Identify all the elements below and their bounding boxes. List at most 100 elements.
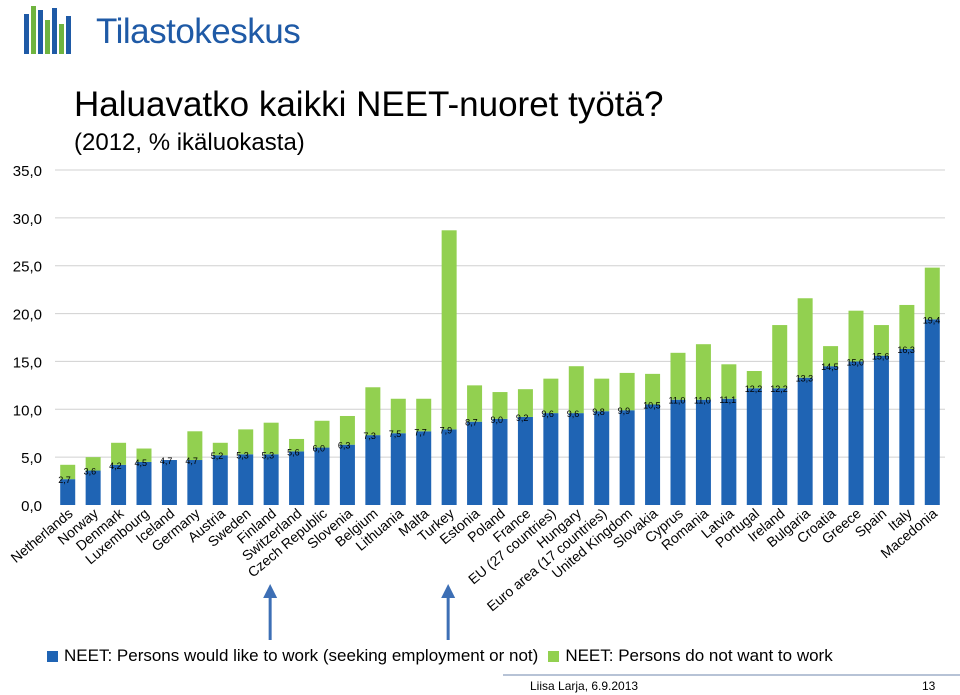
data-label: 15,6 [872,352,890,362]
y-tick-label: 15,0 [13,354,42,371]
data-label: 9,9 [618,406,631,416]
data-label: 9,2 [516,413,529,423]
bar-seeking [492,418,508,505]
bar-seeking [339,444,355,505]
bar-not-want [721,364,737,399]
bar-seeking [161,460,177,505]
data-label: 6,3 [338,441,351,451]
bar-seeking [594,411,610,505]
bar-not-want [111,442,127,465]
data-label: 12,2 [770,384,788,394]
bar-seeking [60,479,76,505]
bar-seeking [441,429,457,505]
data-label: 11,0 [669,396,686,406]
bar-not-want [899,304,915,349]
bar-not-want [746,371,762,389]
bar-not-want [187,431,203,461]
data-label: 9,8 [592,407,605,417]
bar-not-want [339,415,355,445]
bar-seeking [568,413,584,505]
y-tick-label: 10,0 [13,402,42,419]
bar-not-want [823,346,839,367]
legend-item-seeking: NEET: Persons would like to work (seekin… [47,646,538,666]
bar-seeking [136,461,152,505]
data-label: 7,7 [414,427,427,437]
legend-item-not-want: NEET: Persons do not want to work [548,646,833,666]
bar-seeking [467,421,483,505]
footer-author: Liisa Larja, 6.9.2013 [530,679,639,693]
data-label: 5,3 [262,450,275,460]
data-label: 5,2 [211,451,224,461]
bar-seeking [390,433,406,505]
bar-seeking [823,366,839,505]
chart-title: Haluavatko kaikki NEET-nuoret työtä? [74,85,664,124]
bar-seeking [619,410,635,505]
bar-not-want [85,457,101,471]
bar-not-want [467,385,483,422]
bar-seeking [695,399,711,505]
legend-swatch-seeking [47,650,58,662]
bar-seeking [212,455,228,505]
data-label: 7,5 [389,429,402,439]
bar-seeking [111,464,127,505]
data-label: 7,3 [363,431,376,441]
y-tick-label: 20,0 [13,307,42,324]
bar-not-want [390,398,406,434]
logo: Tilastokeskus [22,6,301,58]
y-tick-label: 35,0 [13,163,42,180]
bar-seeking [85,470,101,505]
bar-not-want [441,230,457,430]
y-tick-label: 5,0 [21,450,42,467]
chart-subtitle: (2012, % ikäluokasta) [74,129,305,156]
data-label: 4,5 [135,458,148,468]
data-label: 9,6 [541,409,554,419]
bar-not-want [492,392,508,419]
data-label: 5,3 [236,450,249,460]
arrow-head-icon [441,584,456,598]
page-number: 13 [922,679,936,693]
data-label: 4,7 [185,456,198,466]
bar-seeking [721,398,737,505]
data-label: 16,3 [897,345,915,355]
bar-not-want [619,372,635,411]
bar-not-want [136,448,152,462]
bar-seeking [238,454,254,505]
bar-not-want [772,325,788,389]
data-label: 9,6 [567,409,580,419]
data-label: 12,2 [745,384,763,394]
data-label: 11,0 [694,396,711,406]
bar-not-want [60,464,76,480]
bar-seeking [899,348,915,505]
y-tick-label: 30,0 [13,211,42,228]
bar-not-want [212,442,228,456]
data-label: 10,5 [643,401,661,411]
bar-seeking [263,454,279,505]
y-tick-label: 0,0 [21,498,42,515]
bar-not-want [695,344,711,400]
bar-not-want [416,398,432,432]
data-label: 19,4 [923,315,941,325]
bar-not-want [848,310,864,362]
data-label: 5,6 [287,447,300,457]
bar-seeking [289,451,305,505]
bar-seeking [797,377,813,505]
legend-label-seeking: NEET: Persons would like to work (seekin… [64,646,539,665]
bar-seeking [848,361,864,505]
bar-not-want [365,387,381,436]
bar-seeking [924,319,940,505]
bar-seeking [772,388,788,505]
footer-divider [503,674,960,676]
legend-swatch-not-want [548,650,560,662]
bar-not-want [238,429,254,455]
data-label: 14,5 [821,362,839,372]
bar-not-want [517,389,533,417]
data-label: 7,9 [440,425,453,435]
bar-not-want [797,298,813,378]
logo-text: Tilastokeskus [96,12,301,51]
bar-seeking [314,447,330,505]
legend-label-not-want: NEET: Persons do not want to work [565,646,833,665]
data-label: 4,7 [160,456,173,466]
bar-not-want [568,366,584,414]
data-label: 6,0 [313,444,326,454]
data-label: 15,0 [847,357,865,367]
